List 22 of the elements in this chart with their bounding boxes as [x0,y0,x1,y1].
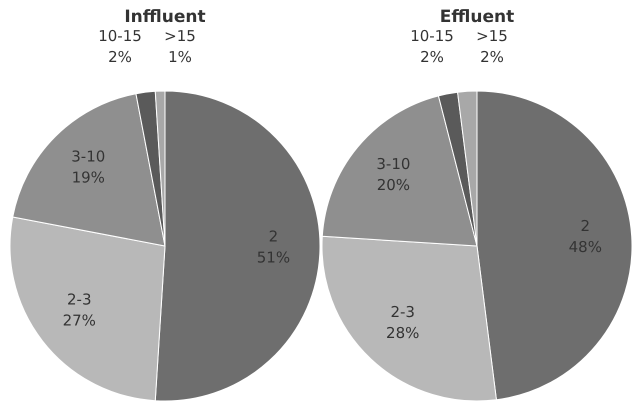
slice-label: 2-3 [67,290,92,308]
data-label: 1% [168,48,192,66]
slice-label: 2 [268,227,278,246]
slice-label: 2 [580,217,590,236]
slice-label: 3-10 [376,154,410,173]
data-label: 48% [568,238,602,256]
data-label: 27% [62,312,96,330]
data-label: 28% [386,324,420,342]
data-label: 51% [256,248,290,266]
slice-label: 2-3 [390,303,415,322]
chart-title: Effluent [440,7,514,27]
slice-label: >15 [476,27,508,45]
data-label: 19% [72,168,105,186]
slice-label: >15 [164,27,196,45]
slice-label: 3-10 [71,147,106,166]
slice-label: 10-15 [410,27,454,45]
data-label: 2% [420,48,444,66]
data-label: 2% [108,48,132,66]
data-label: 2% [480,48,504,66]
data-label: 20% [376,176,410,194]
slice-label: 10-15 [98,27,142,45]
chart-title: Inffluent [124,7,206,27]
